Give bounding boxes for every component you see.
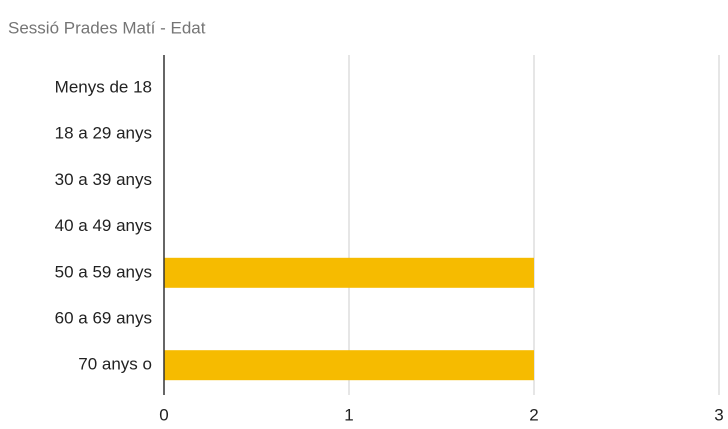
y-tick-label: Menys de 18 [55,77,152,96]
bar [164,257,534,288]
y-tick-label: 40 a 49 anys [55,216,152,235]
y-tick-label: 18 a 29 anys [55,124,152,143]
y-tick-label: 70 anys o [78,355,152,374]
bar [164,350,534,381]
chart-title: Sessió Prades Matí - Edat [8,18,206,37]
x-tick-label: 0 [159,405,168,424]
y-tick-label: 60 a 69 anys [55,308,152,327]
y-tick-label: 50 a 59 anys [55,262,152,281]
x-tick-label: 3 [714,405,723,424]
y-tick-label: 30 a 39 anys [55,170,152,189]
x-tick-label: 1 [344,405,353,424]
x-tick-label: 2 [529,405,538,424]
